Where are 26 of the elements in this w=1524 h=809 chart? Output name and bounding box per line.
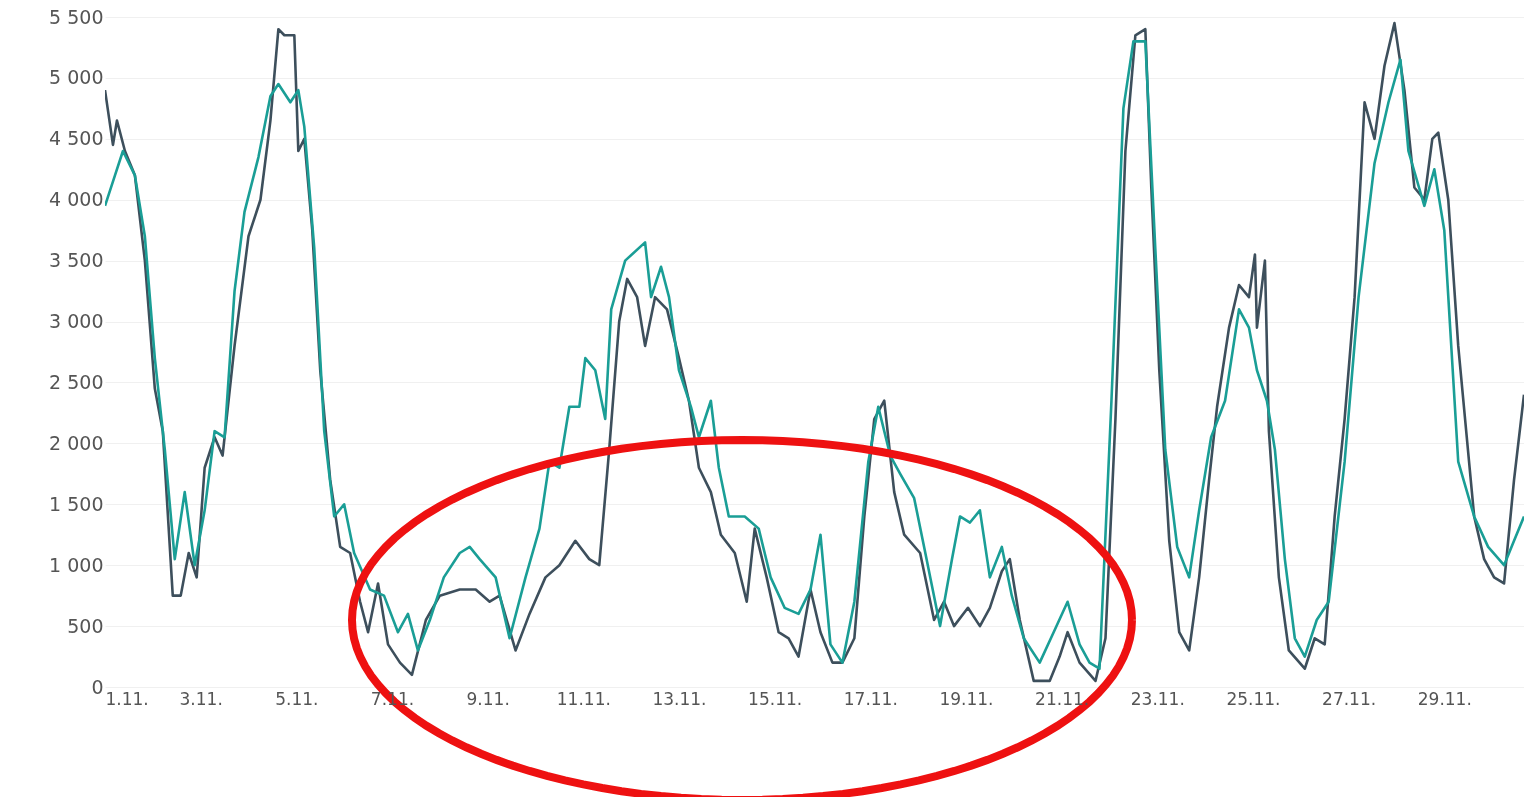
x-tick-label: 17.11.	[843, 688, 898, 709]
x-tick-label: 9.11.	[466, 688, 510, 709]
y-tick-label: 4 000	[49, 188, 104, 211]
x-tick-label: 11.11.	[556, 688, 611, 709]
y-tick-label: 2 000	[49, 431, 104, 454]
y-tick-label: 2 500	[49, 370, 104, 393]
y-tick-label: 3 000	[49, 310, 104, 333]
x-tick-label: 23.11.	[1130, 688, 1185, 709]
y-tick-label: 5 500	[49, 5, 104, 28]
x-tick-label: 5.11.	[275, 688, 319, 709]
x-tick-label: 21.11.	[1035, 688, 1090, 709]
y-tick-label: 1 500	[49, 492, 104, 515]
x-tick-label: 3.11.	[179, 688, 223, 709]
y-tick-label: 500	[67, 614, 104, 637]
x-tick-label: 29.11.	[1417, 688, 1472, 709]
y-tick-label: 1 000	[49, 553, 104, 576]
x-tick-label: 1.11.	[105, 688, 149, 709]
y-tick-label: 0	[91, 675, 104, 698]
x-tick-label: 13.11.	[652, 688, 707, 709]
y-tick-label: 5 000	[49, 66, 104, 89]
y-tick-label: 3 500	[49, 249, 104, 272]
x-tick-label: 19.11.	[939, 688, 994, 709]
x-tick-label: 27.11.	[1322, 688, 1377, 709]
x-tick-label: 25.11.	[1226, 688, 1281, 709]
x-tick-label: 15.11.	[748, 688, 803, 709]
y-tick-label: 4 500	[49, 127, 104, 150]
